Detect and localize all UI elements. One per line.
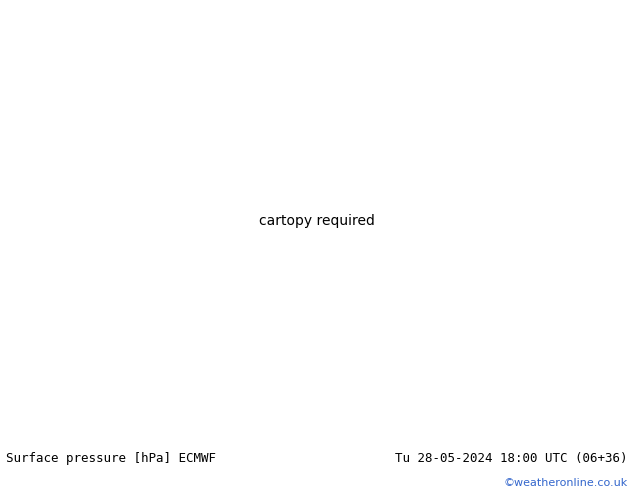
Text: cartopy required: cartopy required (259, 214, 375, 227)
Text: Tu 28-05-2024 18:00 UTC (06+36): Tu 28-05-2024 18:00 UTC (06+36) (395, 452, 628, 465)
Text: Surface pressure [hPa] ECMWF: Surface pressure [hPa] ECMWF (6, 452, 216, 465)
Text: ©weatheronline.co.uk: ©weatheronline.co.uk (503, 478, 628, 488)
